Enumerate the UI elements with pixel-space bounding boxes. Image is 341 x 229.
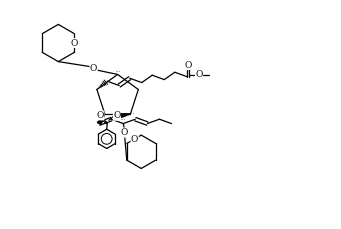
- Text: O: O: [184, 61, 192, 70]
- Text: ···: ···: [120, 118, 125, 123]
- Text: O: O: [121, 128, 128, 137]
- Text: O: O: [113, 111, 121, 120]
- Text: ···: ···: [116, 69, 121, 74]
- Polygon shape: [119, 114, 130, 118]
- Text: ···: ···: [129, 112, 134, 117]
- Text: O: O: [195, 70, 203, 79]
- Text: O: O: [70, 38, 77, 47]
- Text: O: O: [97, 111, 104, 120]
- Text: O: O: [131, 135, 138, 144]
- Polygon shape: [98, 114, 105, 125]
- Text: O: O: [90, 64, 97, 73]
